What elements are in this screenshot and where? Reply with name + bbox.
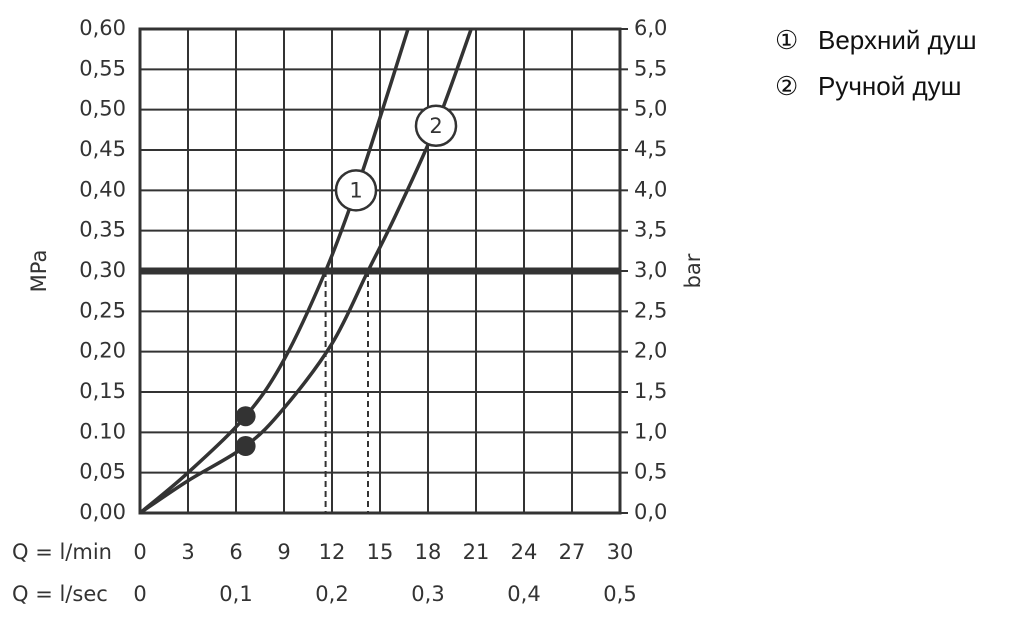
y2-tick-label: 3,0: [634, 258, 667, 282]
legend-symbol: ①: [775, 25, 798, 55]
x-tick-label: 21: [463, 540, 490, 564]
y2-tick-label: 5,0: [634, 97, 667, 121]
y2-tick-label: 6,0: [634, 16, 667, 40]
y-tick-label: 0,50: [79, 97, 126, 121]
curve-label: 2: [429, 114, 442, 138]
y-tick-label: 0.10: [79, 419, 126, 443]
y2-tick-label: 5,5: [634, 56, 667, 80]
y-tick-label: 0,60: [79, 16, 126, 40]
x2-tick-label: 0,2: [315, 582, 348, 606]
x2-tick-label: 0: [133, 582, 146, 606]
y-tick-label: 0,25: [79, 298, 126, 322]
x-tick-label: 18: [415, 540, 442, 564]
y2-tick-label: 0,0: [634, 500, 667, 524]
y2-tick-label: 3,5: [634, 218, 667, 242]
y2-tick-label: 1,0: [634, 419, 667, 443]
curve-label-badge: [334, 169, 378, 212]
x2-tick-label: 0,4: [507, 582, 540, 606]
y2-tick-label: 0,5: [634, 460, 667, 484]
curve-label-badge: [414, 104, 458, 148]
y-tick-label: 0,30: [79, 258, 126, 282]
y-tick-label: 0,00: [79, 500, 126, 524]
y-axis-label: MPa: [27, 250, 51, 293]
legend-symbol: ②: [775, 71, 798, 101]
x-tick-label: 0: [133, 540, 146, 564]
y2-axis-label: bar: [681, 253, 705, 288]
x2-tick-label: 0,5: [603, 582, 636, 606]
y2-tick-label: 4,5: [634, 137, 667, 161]
x-tick-label: 15: [367, 540, 394, 564]
x-axis-label: Q = l/min: [12, 540, 112, 564]
x2-tick-label: 0,3: [411, 582, 444, 606]
y-tick-label: 0,40: [79, 177, 126, 201]
legend-label: Верхний душ: [818, 25, 977, 55]
y2-tick-label: 2,0: [634, 339, 667, 363]
x-tick-label: 9: [277, 540, 290, 564]
x2-axis-label: Q = l/sec: [12, 582, 108, 606]
x-tick-label: 30: [607, 540, 634, 564]
x-tick-label: 24: [511, 540, 538, 564]
operating-point: [235, 436, 256, 457]
y-tick-label: 0,20: [79, 339, 126, 363]
curve: [138, 28, 410, 515]
x-tick-label: 6: [229, 540, 242, 564]
y2-tick-label: 1,5: [634, 379, 667, 403]
y-tick-label: 0,35: [79, 218, 126, 242]
y-tick-label: 0,55: [79, 56, 126, 80]
y-tick-label: 0,15: [79, 379, 126, 403]
x2-tick-label: 0,1: [219, 582, 252, 606]
legend-label: Ручной душ: [818, 71, 961, 101]
x-tick-label: 3: [181, 540, 194, 564]
curve-label: 1: [349, 178, 362, 202]
y2-tick-label: 2,5: [634, 298, 667, 322]
y-tick-label: 0,05: [79, 460, 126, 484]
x-tick-label: 12: [319, 540, 346, 564]
operating-point: [235, 406, 256, 427]
y2-tick-label: 4,0: [634, 177, 667, 201]
x-tick-label: 27: [559, 540, 586, 564]
y-tick-label: 0,45: [79, 137, 126, 161]
